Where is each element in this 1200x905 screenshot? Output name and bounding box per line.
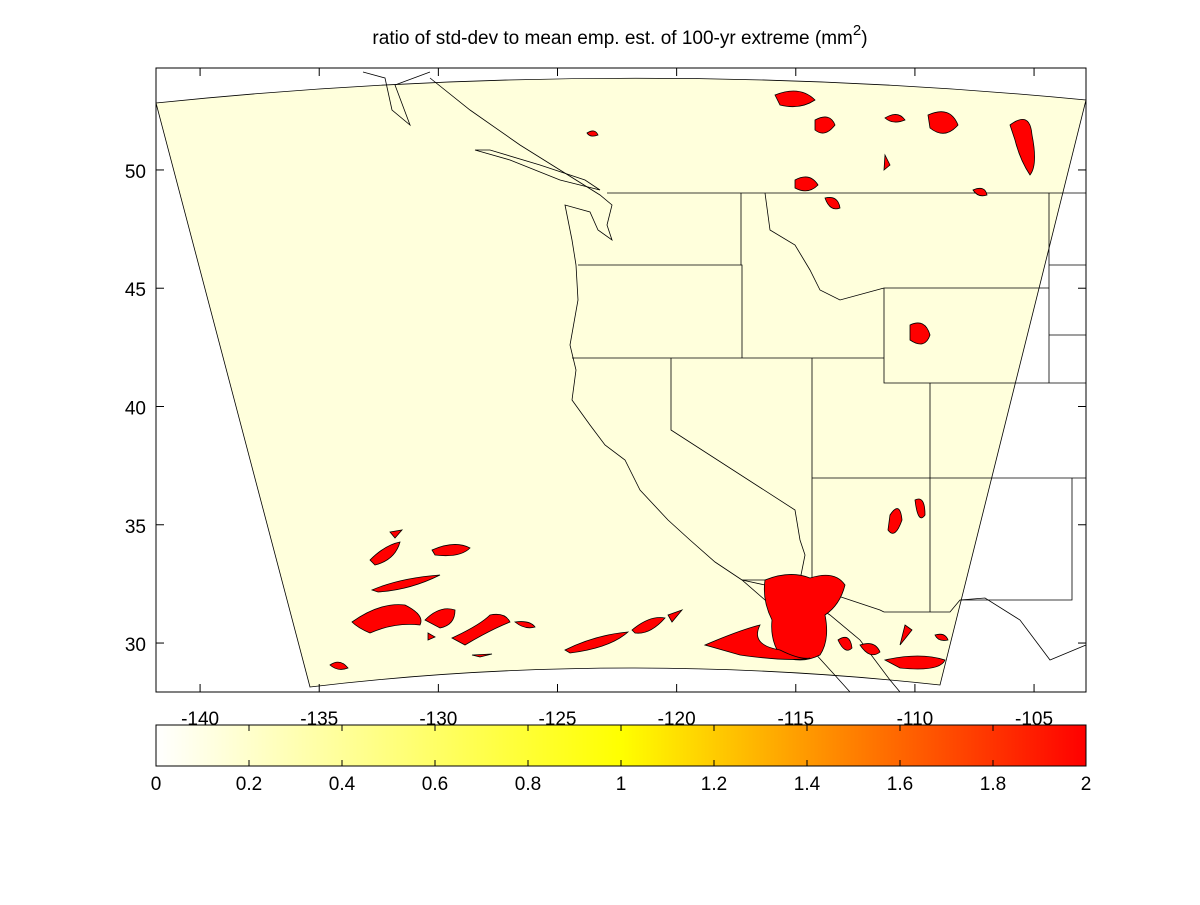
colorbar-tick-label: 1.8: [980, 774, 1006, 795]
x-tick-label: -135: [300, 709, 338, 730]
borders: [572, 192, 1086, 613]
high-ratio-region: [972, 187, 988, 197]
extreme-regions: [329, 90, 1035, 670]
high-ratio-region: [814, 116, 836, 134]
colorbar-tick-label: 1.2: [701, 774, 727, 795]
high-ratio-region: [431, 544, 471, 557]
x-tick-label: -140: [181, 709, 219, 730]
colorbar-tick-label: 1.4: [794, 774, 821, 795]
chart-title: ratio of std-dev to mean emp. est. of 10…: [372, 22, 867, 49]
y-tick-label: 45: [125, 280, 146, 301]
x-tick-label: -105: [1015, 709, 1053, 730]
high-ratio-region: [884, 114, 906, 123]
high-ratio-region: [369, 529, 404, 566]
high-ratio-region: [927, 111, 959, 134]
domain: [155, 77, 1087, 688]
title-end: ): [861, 28, 867, 49]
colorbar-tick-label: 0.4: [329, 774, 356, 795]
colorbar-tick-label: 0.2: [236, 774, 262, 795]
x-tick-label: -120: [658, 709, 696, 730]
high-ratio-region: [824, 197, 841, 210]
y-tick-label: 40: [125, 398, 146, 419]
y-tick-label: 50: [125, 162, 146, 183]
y-tick-label: 35: [125, 517, 146, 538]
y-tick-label: 30: [125, 635, 146, 656]
colorbar-tick-label: 0.6: [422, 774, 448, 795]
high-ratio-region: [586, 130, 599, 137]
high-ratio-region: [909, 322, 931, 345]
x-tick-label: -115: [777, 709, 814, 730]
high-ratio-region: [329, 653, 493, 670]
high-ratio-region: [564, 609, 684, 654]
high-ratio-region: [763, 574, 846, 661]
high-ratio-region: [837, 636, 881, 656]
title-superscript: 2: [853, 22, 861, 39]
colorbar-tick-label: 1.6: [887, 774, 913, 795]
high-ratio-region: [351, 604, 422, 634]
x-tick-label: -130: [419, 709, 457, 730]
high-ratio-region: [883, 624, 949, 670]
x-tick-label: -125: [538, 709, 576, 730]
colorbar: [155, 724, 1087, 767]
colorbar-tick-label: 1: [616, 774, 627, 795]
colorbar-tick-label: 0: [151, 774, 162, 795]
island: [474, 149, 601, 191]
coastline: [362, 71, 851, 693]
high-ratio-region: [424, 608, 456, 641]
title-main: ratio of std-dev to mean emp. est. of 10…: [372, 28, 852, 49]
high-ratio-region: [451, 613, 536, 646]
high-ratio-region: [887, 498, 926, 534]
x-tick-label: -110: [897, 709, 934, 730]
high-ratio-region: [774, 90, 816, 108]
colorbar-tick-label: 0.8: [515, 774, 541, 795]
high-ratio-region: [883, 153, 891, 171]
colorbar-tick-label: 2: [1081, 774, 1092, 795]
high-ratio-region: [794, 176, 819, 192]
high-ratio-region: [1009, 118, 1035, 176]
high-ratio-region: [370, 574, 441, 593]
high-ratio-region: [703, 624, 811, 660]
